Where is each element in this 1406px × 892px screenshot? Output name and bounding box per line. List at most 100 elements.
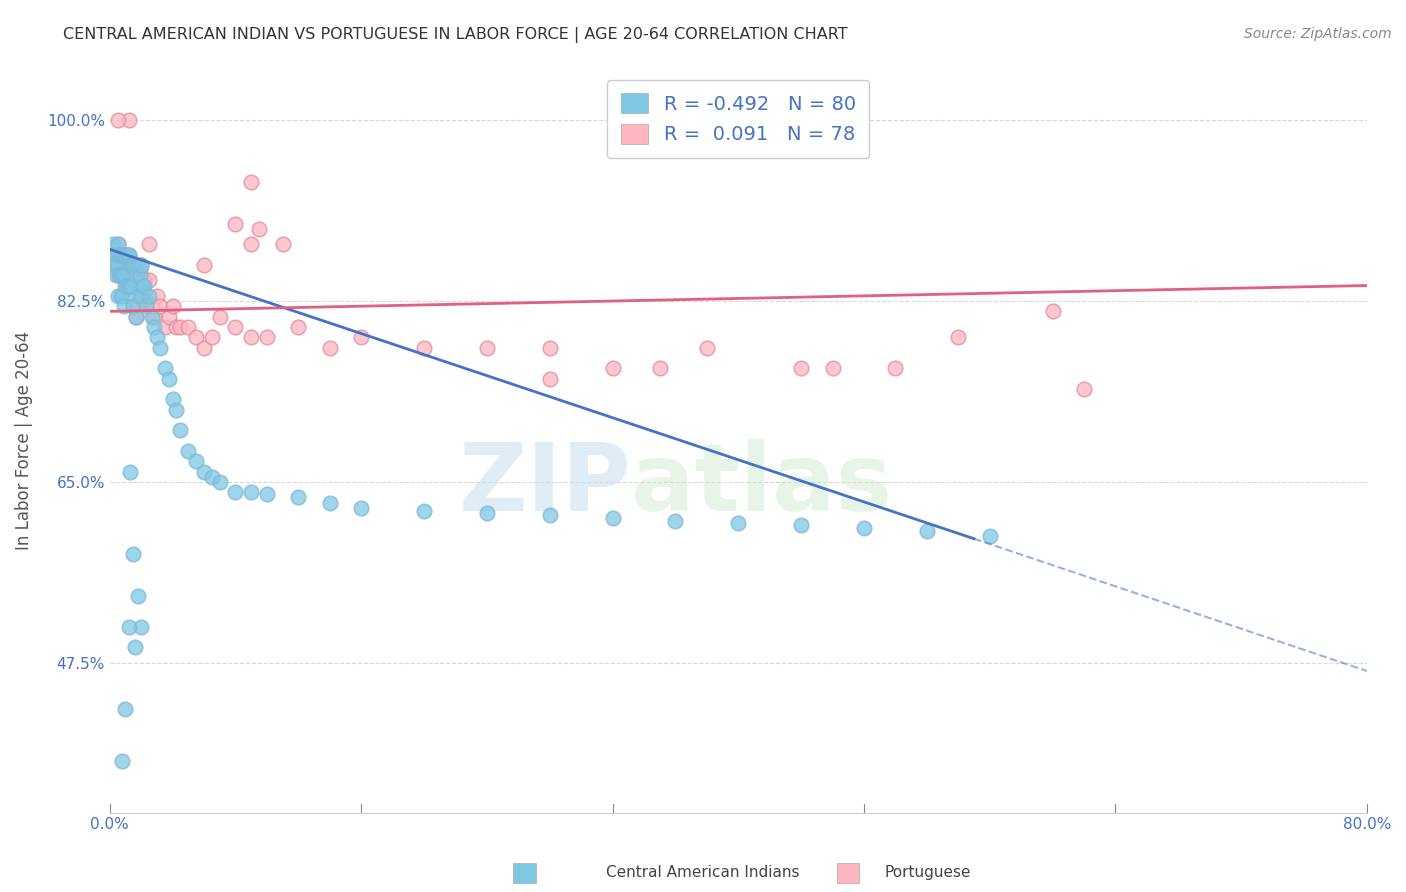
Point: [115, 247, 138, 261]
Point: [319, 495, 342, 509]
Point: [350, 500, 373, 515]
Point: [122, 299, 145, 313]
Legend: R = -0.492   N = 80, R =  0.091   N = 78: R = -0.492 N = 80, R = 0.091 N = 78: [607, 79, 869, 158]
Point: [124, 258, 146, 272]
Point: [108, 247, 131, 261]
Point: [107, 237, 129, 252]
Point: [193, 258, 215, 272]
Point: [146, 289, 169, 303]
Point: [111, 268, 134, 283]
Point: [107, 113, 129, 128]
Point: [134, 273, 156, 287]
Point: [112, 299, 135, 313]
Point: [169, 423, 191, 437]
Point: [127, 258, 149, 272]
Point: [112, 247, 135, 261]
Point: [112, 268, 135, 283]
Point: [727, 516, 749, 531]
Point: [122, 547, 145, 561]
Point: [124, 263, 146, 277]
Point: [162, 299, 184, 313]
Point: [821, 361, 844, 376]
Point: [120, 465, 142, 479]
Point: [413, 341, 436, 355]
Point: [132, 278, 155, 293]
Y-axis label: In Labor Force | Age 20-64: In Labor Force | Age 20-64: [15, 331, 32, 550]
Point: [240, 237, 263, 252]
Point: [186, 454, 208, 468]
Point: [110, 268, 132, 283]
Point: [110, 247, 132, 261]
Point: [115, 278, 138, 293]
Point: [165, 319, 187, 334]
Point: [146, 330, 169, 344]
Point: [110, 268, 132, 283]
Point: [127, 263, 149, 277]
Point: [201, 469, 224, 483]
Point: [247, 221, 270, 235]
Point: [602, 361, 624, 376]
Point: [129, 258, 152, 272]
Point: [135, 299, 157, 313]
Point: [287, 491, 309, 505]
Text: Central American Indians: Central American Indians: [606, 865, 800, 880]
Point: [120, 258, 142, 272]
Point: [120, 258, 142, 272]
Point: [134, 278, 156, 293]
Point: [240, 330, 263, 344]
Point: [135, 293, 157, 308]
Point: [159, 310, 181, 324]
Text: Portuguese: Portuguese: [884, 865, 972, 880]
Point: [107, 258, 129, 272]
Point: [129, 289, 152, 303]
Point: [117, 278, 139, 293]
Point: [240, 485, 263, 500]
Point: [224, 485, 246, 500]
Point: [790, 361, 813, 376]
Point: [177, 319, 200, 334]
Point: [111, 289, 134, 303]
Point: [138, 237, 160, 252]
Point: [120, 278, 142, 293]
Point: [128, 263, 150, 277]
Point: [103, 258, 125, 272]
Point: [129, 258, 152, 272]
Point: [107, 289, 129, 303]
Text: Source: ZipAtlas.com: Source: ZipAtlas.com: [1244, 27, 1392, 41]
Point: [153, 361, 176, 376]
Point: [122, 258, 145, 272]
Point: [159, 371, 181, 385]
Point: [149, 341, 172, 355]
Point: [1042, 304, 1064, 318]
Point: [110, 289, 132, 303]
Point: [1073, 382, 1095, 396]
Point: [103, 258, 125, 272]
Point: [142, 310, 165, 324]
Point: [105, 247, 128, 261]
Point: [114, 268, 136, 283]
Point: [169, 319, 191, 334]
Point: [121, 258, 143, 272]
Point: [105, 247, 128, 261]
Point: [186, 330, 208, 344]
Point: [948, 330, 970, 344]
Point: [141, 310, 163, 324]
Point: [142, 319, 165, 334]
Point: [111, 247, 134, 261]
Point: [117, 247, 139, 261]
Point: [602, 511, 624, 525]
Point: [475, 506, 498, 520]
Point: [125, 263, 148, 277]
Point: [124, 640, 146, 655]
Text: ZIP: ZIP: [458, 439, 631, 531]
Point: [121, 258, 143, 272]
Point: [125, 268, 148, 283]
Point: [121, 278, 143, 293]
Point: [112, 268, 135, 283]
Point: [915, 524, 938, 539]
Point: [129, 289, 152, 303]
Point: [224, 319, 246, 334]
Point: [110, 247, 132, 261]
Point: [107, 258, 129, 272]
Point: [696, 341, 718, 355]
